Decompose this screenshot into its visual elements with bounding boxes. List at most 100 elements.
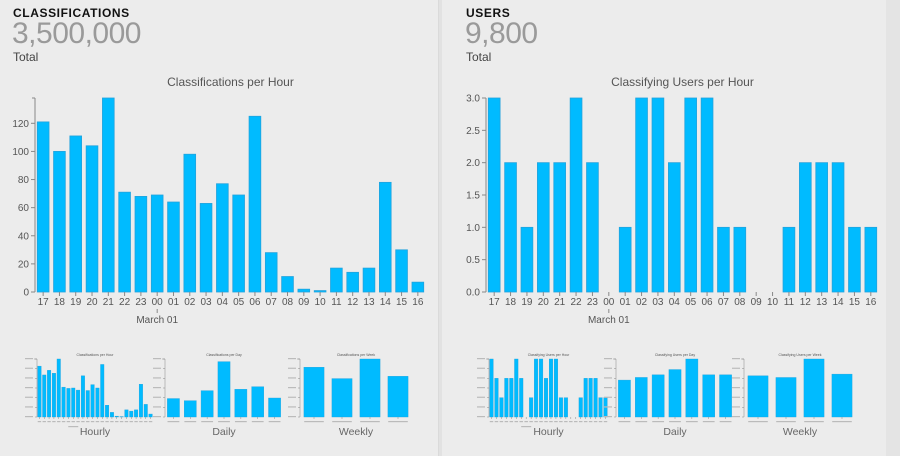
classifications-thumb-daily-thumb-label: Daily	[212, 426, 236, 438]
users-hourly-x-tick-label: 19	[521, 297, 533, 308]
classifications-hourly-bar	[102, 97, 115, 293]
users-hourly-bar	[651, 97, 665, 293]
classifications-thumb-hourly-y-tick-label	[25, 358, 33, 360]
classifications-hourly-bar	[69, 135, 82, 293]
users-thumb-hourly-x-tick-label	[559, 421, 563, 423]
classifications-thumb-hourly-bar	[51, 373, 56, 418]
classifications-thumb-weekly-x-tick-label	[388, 421, 408, 423]
classifications-thumb-hourly-date-marker-label	[68, 426, 79, 428]
classifications-thumb-hourly-bar	[56, 358, 61, 418]
classifications-hourly-date-marker-label: March 01	[136, 315, 178, 326]
users-thumb-weekly-y-tick-label	[732, 377, 740, 379]
classifications-thumb-weekly-y-tick-label	[288, 406, 296, 408]
classifications-hourly-x-tick-label: 21	[103, 297, 115, 308]
classifications-thumb-hourly-bar	[76, 389, 81, 418]
users-thumb-hourly-y-tick-label	[477, 387, 485, 389]
classifications-thumb-hourly-bar	[37, 365, 42, 418]
classifications-thumb-hourly-y-tick-label	[25, 367, 33, 369]
users-thumb-hourly-x-tick-label	[578, 421, 583, 423]
users-thumb-daily-x-tick-label	[618, 421, 631, 423]
users-hourly-x-tick-label: 20	[538, 297, 550, 308]
panel-divider	[438, 0, 442, 456]
classifications-thumb-hourly-bar	[114, 415, 119, 418]
users-hourly-x-tick-label: 11	[784, 297, 795, 308]
classifications-thumb-daily-y-tick-label	[153, 416, 161, 418]
classifications-thumb-hourly-x-tick-label	[124, 421, 129, 423]
users-thumb-daily-y-tick-label	[604, 358, 612, 360]
users-thumb-weekly-thumb-label: Weekly	[783, 426, 818, 438]
classifications-hourly-bar	[330, 267, 343, 293]
users-thumb-hourly-y-tick-label	[477, 396, 485, 398]
classifications-hourly-x-tick-label: 09	[298, 297, 310, 308]
classifications-thumb-weekly-y-tick-label	[288, 416, 296, 418]
users-hourly-x-tick-label: 21	[554, 297, 566, 308]
users-thumb-hourly-date-marker-label	[521, 426, 532, 428]
users-hourly-x-tick-label: 03	[652, 297, 664, 308]
users-thumb-hourly-x-tick-label	[519, 421, 523, 423]
users-hourly-x-tick-label: 10	[767, 297, 779, 308]
users-thumb-hourly-x-tick-label	[564, 421, 568, 423]
classifications-thumb-hourly-x-tick-label	[129, 421, 133, 423]
users-hourly-x-tick-label: 08	[734, 297, 746, 308]
users-thumb-weekly-y-tick-label	[732, 406, 740, 408]
users-hourly-x-tick-label: 14	[833, 297, 845, 308]
classifications-hourly-x-tick-label: 08	[282, 297, 294, 308]
users-thumb-hourly-x-tick-label	[494, 421, 499, 423]
users-thumb-hourly-x-tick-label	[514, 421, 519, 423]
users-thumb-hourly-x-tick-label	[534, 421, 538, 423]
users-thumb-hourly-bar	[504, 378, 509, 418]
classifications-hourly-bar	[362, 267, 376, 293]
classifications-hourly-bar	[167, 201, 180, 293]
classifications-hourly-x-tick-label: 19	[70, 297, 82, 308]
users-thumb-daily-y-tick-label	[604, 377, 612, 379]
classifications-hourly-x-tick-label: 11	[331, 297, 342, 308]
classifications-title: CLASSIFICATIONS	[13, 6, 130, 20]
classifications-hourly-bar	[395, 249, 408, 293]
users-hourly-x-tick-label: 15	[849, 297, 861, 308]
classifications-hourly-y-tick-label: 20	[18, 259, 30, 270]
users-thumb-daily-x-tick-label	[685, 421, 698, 423]
classifications-hourly-y-tick-label: 60	[18, 203, 30, 214]
classifications-thumb-hourly-bar	[95, 387, 100, 418]
classifications-hourly-bar	[183, 153, 197, 293]
classifications-hourly-x-tick-label: 10	[315, 297, 327, 308]
users-hourly-bar	[815, 162, 828, 293]
classifications-thumb-hourly-bar	[138, 384, 143, 418]
classifications-thumb-weekly-y-tick-label	[288, 377, 296, 379]
users-thumb-weekly-y-tick-label	[732, 416, 740, 418]
classifications-total-label: Total	[13, 50, 39, 64]
users-thumb-hourly-bar	[548, 358, 553, 418]
classifications-thumb-hourly-bar	[71, 387, 76, 418]
classifications-thumb-weekly-y-tick-label	[288, 396, 296, 398]
classifications-thumb-hourly-x-tick-label	[119, 421, 124, 423]
classifications-thumb-hourly-x-tick-label	[105, 421, 109, 423]
classifications-thumb-hourly-x-tick-label	[100, 421, 104, 423]
classifications-thumb-hourly-x-tick-label	[148, 421, 153, 423]
users-thumb-hourly-bar	[499, 397, 504, 418]
classifications-hourly-x-tick-label: 14	[380, 297, 392, 308]
classifications-hourly-x-tick-label: 16	[412, 297, 424, 308]
classifications-thumb-daily-y-tick-label	[153, 358, 161, 360]
classifications-thumb-hourly-x-tick-label	[134, 421, 138, 423]
users-hourly-y-tick-label: 0.0	[466, 288, 480, 299]
classifications-thumb-hourly-bar	[42, 374, 47, 418]
classifications-thumb-daily-title: Classifications per Day	[206, 353, 242, 357]
classifications-thumb-daily-y-tick-label	[153, 396, 161, 398]
classifications-hourly-bar	[297, 288, 311, 293]
users-thumb-daily-chart: Classifying Users per Day Daily	[604, 353, 732, 438]
users-hourly-x-tick-label: 04	[669, 297, 681, 308]
classifications-thumb-daily-chart: Classifications per Day Daily	[153, 353, 281, 438]
users-hourly-y-tick-label: 1.0	[466, 223, 480, 234]
scroll-edge	[886, 0, 900, 456]
classifications-hourly-x-tick-label: 13	[363, 297, 375, 308]
classifications-hourly-y-tick-label: 0	[23, 288, 29, 299]
users-hourly-y-tick-label: 1.5	[466, 191, 480, 202]
users-thumb-hourly-y-tick-label	[477, 358, 485, 360]
users-thumb-daily-title: Classifying Users per Day	[655, 353, 696, 357]
classifications-thumb-hourly-x-tick-label	[144, 421, 148, 423]
users-hourly-bar	[848, 226, 861, 293]
users-thumb-weekly-bar	[775, 377, 797, 418]
users-hourly-x-tick-label: 17	[489, 297, 501, 308]
classifications-hourly-bar	[379, 181, 392, 293]
users-hourly-x-tick-label: 13	[816, 297, 828, 308]
